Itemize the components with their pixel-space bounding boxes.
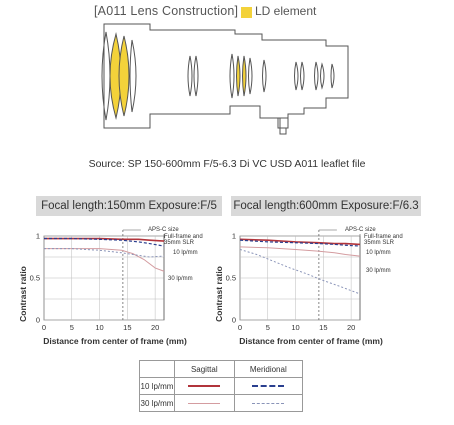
full-frame-label-1: Full-frame and: [364, 234, 403, 240]
y-tick-label: 1: [36, 232, 40, 241]
legend-30lp-sagittal-line: [188, 402, 221, 404]
mtf-legend-table: Sagittal Meridional 10 lp/mm 30 lp/mm: [139, 360, 304, 413]
rear-element-5: [330, 63, 335, 89]
middle-element-3: [229, 53, 235, 99]
rear-element-2: [300, 61, 305, 91]
series-30-lp-mm-meridional: [239, 248, 361, 295]
tripod-foot-outline: [279, 118, 287, 135]
legend-10lp-meridional-line: [252, 385, 285, 388]
x-axis-label: Distance from center of frame (mm): [239, 336, 383, 346]
series-10-lp-mm-meridional: [239, 239, 361, 247]
x-tick-label: 20: [347, 323, 355, 332]
legend-empty-cell: [139, 360, 175, 378]
legend-row-30lp: 30 lp/mm: [139, 394, 175, 412]
x-tick-label: 5: [70, 323, 74, 332]
lp30-label: 30 lp/mm: [168, 276, 193, 282]
y-tick-label: 0.5: [226, 274, 236, 283]
ld-element-middle-2: [242, 55, 247, 97]
legend-30lp-meridional-line: [252, 402, 285, 404]
lp10-label: 10 lp/mm: [173, 250, 198, 256]
y-tick-label: 0: [232, 316, 236, 325]
middle-element-1: [187, 55, 193, 97]
legend-row-10lp: 10 lp/mm: [139, 377, 175, 395]
y-axis-label: Contrast ratio: [18, 266, 28, 322]
aps-c-label: APS-C size: [148, 227, 179, 233]
y-tick-label: 0.5: [30, 274, 40, 283]
source-caption: Source: SP 150-600mm F/5-6.3 Di VC USD A…: [88, 158, 366, 170]
x-tick-label: 20: [151, 323, 159, 332]
x-tick-label: 15: [319, 323, 327, 332]
legend-meridional-header: Meridional: [233, 360, 304, 378]
legend-sagittal-header: Sagittal: [174, 360, 235, 378]
rear-element-3: [314, 61, 319, 91]
x-axis-label: Distance from center of frame (mm): [43, 336, 187, 346]
x-tick-label: 0: [42, 323, 46, 332]
series-30-lp-mm-sagittal: [239, 246, 361, 257]
front-element-4: [129, 39, 137, 113]
full-frame-label-2: 35mm SLR: [164, 240, 195, 246]
full-frame-label-1: Full-frame and: [164, 234, 203, 240]
lens-barrel-outline: [103, 23, 349, 129]
chart-header-150mm: Focal length:150mm Exposure:F/5: [36, 196, 222, 216]
ld-legend-swatch: [241, 7, 252, 18]
lp30-label: 30 lp/mm: [366, 268, 391, 274]
x-tick-label: 0: [238, 323, 242, 332]
rear-element-4: [320, 62, 325, 90]
series-10-lp-mm-meridional: [44, 237, 165, 247]
front-element-1: [101, 31, 111, 121]
middle-element-6: [248, 57, 253, 95]
ld-element-middle-1: [236, 55, 241, 97]
series-30-lp-mm-sagittal: [44, 248, 165, 272]
lens-construction-title: [A011 Lens Construction]: [94, 4, 239, 18]
aps-c-label: APS-C size: [345, 227, 376, 233]
ld-legend-label: LD element: [255, 4, 317, 18]
mtf-chart-600mm: Contrast ratio 0 5 10 15 20 0 0.5 1 Distance fr…: [214, 227, 403, 346]
x-tick-label: 10: [291, 323, 299, 332]
legend-10lp-sagittal-line: [188, 385, 221, 388]
x-tick-label: 5: [266, 323, 270, 332]
series-10-lp-mm-sagittal: [239, 238, 361, 246]
ld-element-front-2: [118, 35, 130, 117]
lp10-label: 10 lp/mm: [366, 250, 391, 256]
y-tick-label: 1: [232, 232, 236, 241]
middle-element-7: [262, 59, 267, 93]
x-tick-label: 10: [95, 323, 103, 332]
rear-element-1: [294, 61, 299, 91]
series-30-lp-mm-meridional: [44, 248, 165, 258]
chart-header-600mm: Focal length:600mm Exposure:F/6.3: [231, 196, 421, 216]
middle-element-2: [193, 55, 199, 97]
x-tick-label: 15: [123, 323, 131, 332]
mtf-chart-150mm: Contrast ratio 0 5 10 15 20 0 0.5 1 Distance fr…: [18, 227, 203, 346]
full-frame-label-2: 35mm SLR: [364, 240, 395, 246]
y-tick-label: 0: [36, 316, 40, 325]
y-axis-label: Contrast ratio: [214, 266, 224, 322]
lens-construction-diagram: [101, 23, 349, 135]
